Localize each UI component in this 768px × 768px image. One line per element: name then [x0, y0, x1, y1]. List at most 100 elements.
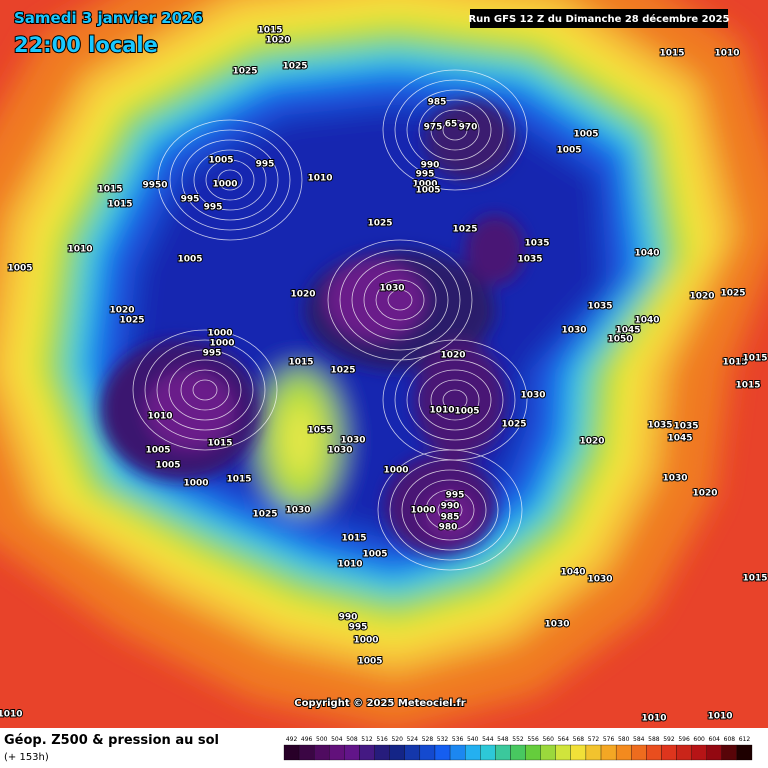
isobar	[193, 149, 267, 211]
colorbar-cell	[404, 744, 421, 761]
colorbar-label: 536	[452, 736, 464, 743]
colorbar-label: 564	[558, 736, 570, 743]
isobar-label: 995	[204, 203, 223, 213]
colorbar-cell	[434, 744, 451, 761]
isobar-label: 1025	[452, 225, 477, 235]
colorbar-label: 532	[437, 736, 449, 743]
isobar-label: 1030	[327, 446, 352, 456]
isobar-label: 1030	[662, 474, 687, 484]
isobar-label: 1015	[742, 574, 767, 584]
isobar-label: 1020	[689, 292, 714, 302]
isobar	[169, 129, 291, 231]
isobar-label: 1005	[177, 255, 202, 265]
isobar-label: 1020	[692, 489, 717, 499]
isobar	[339, 249, 461, 351]
isobar-label: 1010	[714, 49, 739, 59]
copyright: Copyright © 2025 Meteociel.fr	[294, 698, 465, 709]
low-center	[145, 370, 235, 450]
isobar-label: 1000	[212, 180, 237, 190]
isobar	[327, 239, 473, 361]
colorbar-cell	[283, 744, 300, 761]
colorbar-cell	[570, 744, 587, 761]
colorbar-cell	[314, 744, 330, 761]
isobar	[430, 379, 480, 421]
isobar	[192, 379, 218, 401]
isobar-label: 1040	[634, 249, 659, 259]
low-center	[415, 340, 505, 460]
isobar	[394, 79, 516, 181]
colorbar-cell	[646, 744, 662, 761]
colorbar-cell	[495, 744, 511, 761]
colorbar-cell	[465, 744, 481, 761]
isobar-label: 1040	[634, 316, 659, 326]
isobar	[406, 89, 504, 171]
colorbar-cell	[706, 744, 722, 761]
isobar-label: 1000	[383, 466, 408, 476]
colorbar-label: 528	[422, 736, 434, 743]
isobar-label: 1000	[410, 506, 435, 516]
isobar	[351, 259, 449, 341]
colorbar-cell	[736, 744, 753, 761]
isobar	[382, 69, 528, 191]
isobar-label: 1000	[183, 479, 208, 489]
isobar-label: 995	[349, 623, 368, 633]
isobar-label: 1050	[607, 335, 632, 345]
isobar-label: 1025	[232, 67, 257, 77]
isobar-label: 1025	[252, 510, 277, 520]
colorbar-cell	[344, 744, 360, 761]
isobar-label: 990	[441, 502, 460, 512]
isobar-label: 1055	[307, 426, 332, 436]
isobar	[144, 339, 266, 441]
isobar-label: 975	[424, 123, 443, 133]
colorbar-label: 552	[512, 736, 524, 743]
footer-step: (+ 153h)	[4, 752, 49, 763]
colorbar-cell	[525, 744, 541, 761]
isobar-label: 1015	[722, 358, 747, 368]
isobar-label: 1015	[735, 381, 760, 391]
colorbar-label: 548	[497, 736, 509, 743]
colorbar-cell	[449, 744, 466, 761]
isobar	[363, 269, 437, 331]
colorbar-label: 508	[346, 736, 358, 743]
colorbar-label: 496	[301, 736, 313, 743]
isobar-label: 995	[203, 349, 222, 359]
colorbar-cell	[359, 744, 375, 761]
colorbar-label: 492	[286, 736, 298, 743]
colorbar-label: 540	[467, 736, 479, 743]
colorbar-label: 580	[618, 736, 630, 743]
colorbar-cell	[510, 744, 526, 761]
run-label: Run GFS 12 Z du Dimanche 28 décembre 202…	[468, 13, 729, 25]
isobar-label: 1005	[415, 186, 440, 196]
colorbar-cell	[600, 744, 617, 761]
isobar-label: 1000	[353, 636, 378, 646]
isobar-label: 1020	[579, 437, 604, 447]
isobar-label: 1010	[147, 412, 172, 422]
colorbar-cell	[721, 744, 738, 761]
colorbar-label: 612	[739, 736, 751, 743]
colorbar-label: 516	[376, 736, 388, 743]
isobar-label: 1015	[226, 475, 251, 485]
isobar-label: 1015	[288, 358, 313, 368]
isobar	[418, 99, 492, 161]
isobar-label: 1010	[0, 710, 23, 720]
colorbar-cell	[298, 744, 315, 761]
colorbar-label: 596	[678, 736, 690, 743]
isobar-label: 1035	[517, 255, 542, 265]
isobar	[181, 139, 279, 221]
isobar-label: 1010	[337, 560, 362, 570]
isobar-label: 995	[416, 170, 435, 180]
isobar	[418, 369, 492, 431]
isobar	[425, 489, 475, 531]
isobar-label: 990	[421, 161, 440, 171]
colorbar-label: 584	[633, 736, 645, 743]
colorbar-cell	[676, 744, 692, 761]
isobar-label: 1015	[97, 185, 122, 195]
isobar-label: 1000	[209, 339, 234, 349]
colorbar-label: 500	[316, 736, 328, 743]
isobar	[132, 329, 278, 451]
isobar-label: 995	[181, 195, 200, 205]
colorbar-label: 604	[709, 736, 721, 743]
date-label: Samedi 3 janvier 2026	[14, 9, 203, 27]
isobar-label: 1025	[119, 316, 144, 326]
